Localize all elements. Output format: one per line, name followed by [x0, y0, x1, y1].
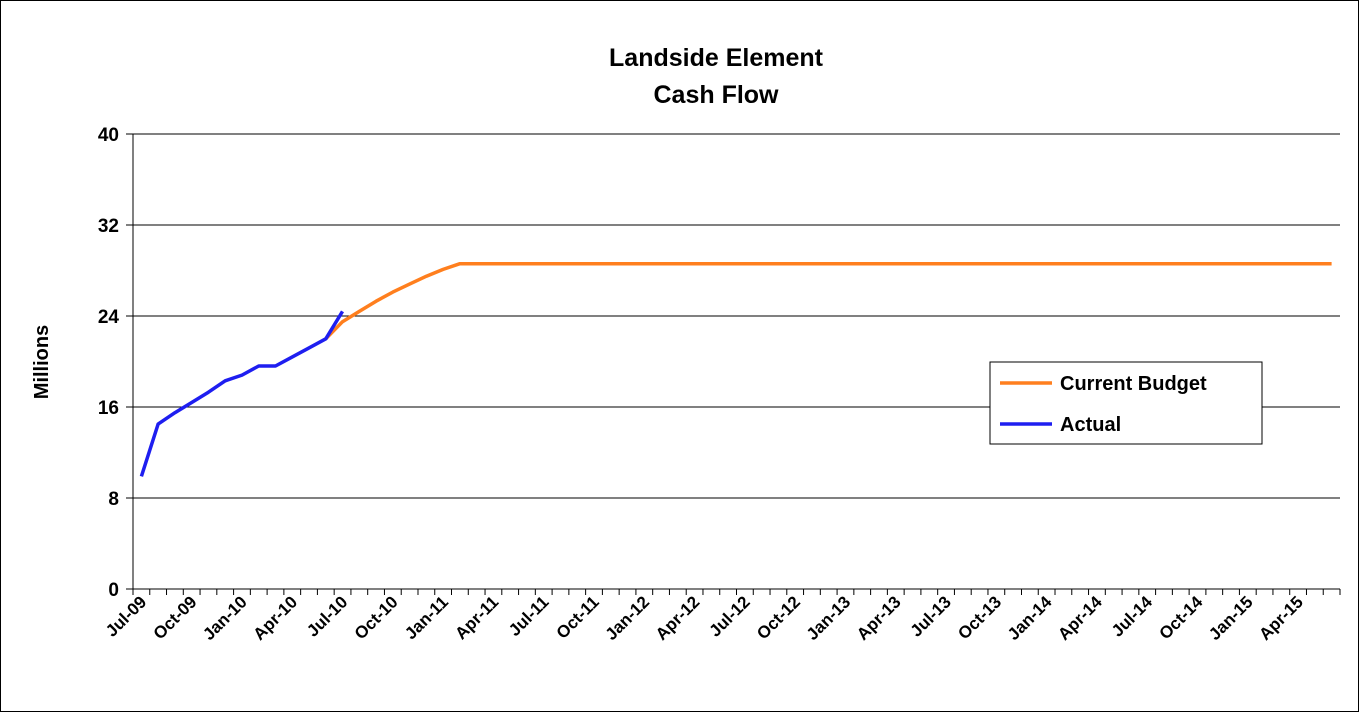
y-tick-label: 8: [108, 489, 119, 510]
series-line: [139, 310, 344, 477]
chart-title: Cash Flow: [653, 81, 779, 109]
y-axis-label: Millions: [31, 325, 53, 399]
legend-label: Actual: [1060, 414, 1121, 436]
series-line: [324, 261, 1332, 341]
legend-box: [989, 361, 1263, 445]
y-tick-label: 40: [98, 125, 119, 146]
chart-title: Landside Element: [609, 44, 824, 72]
y-tick-label: 32: [98, 216, 119, 237]
y-tick-label: 16: [98, 398, 119, 419]
y-tick-label: 0: [108, 580, 119, 601]
y-tick-label: 24: [98, 307, 120, 328]
legend-label: Current Budget: [1060, 373, 1207, 395]
